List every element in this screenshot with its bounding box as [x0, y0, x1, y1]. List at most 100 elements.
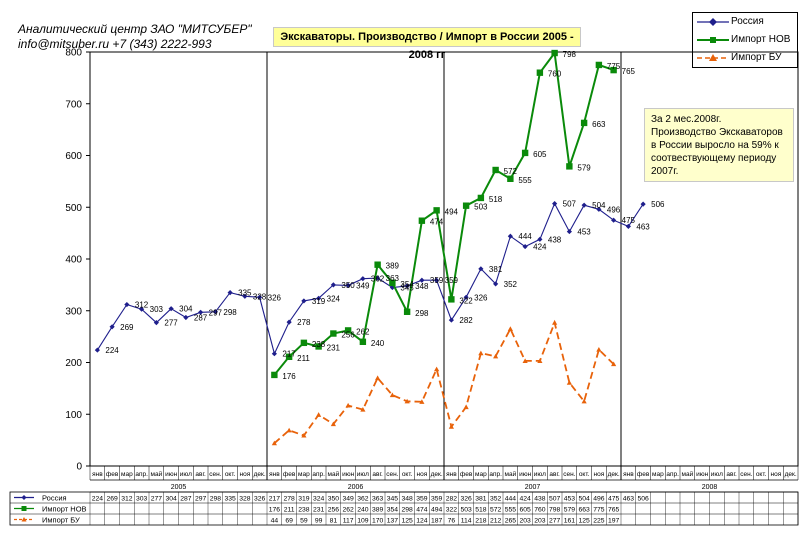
- data-table-cell: 765: [608, 507, 620, 514]
- data-point-import-new: [492, 166, 499, 174]
- data-table-cell: 298: [401, 507, 413, 514]
- data-table-cell: 297: [195, 496, 207, 503]
- data-table-cell: 463: [623, 496, 635, 503]
- data-label-import-new: 354: [400, 280, 414, 289]
- data-table-cell: 225: [593, 518, 605, 525]
- data-table-cell: 265: [505, 518, 517, 525]
- x-tick-label: ноя: [771, 471, 782, 478]
- data-table-cell: 76: [448, 518, 456, 525]
- x-tick-label: янв: [92, 471, 103, 478]
- data-point-russia: [183, 314, 189, 321]
- data-table-cell: 335: [224, 496, 236, 503]
- data-point-russia: [478, 266, 484, 272]
- x-tick-label: июн: [519, 471, 532, 478]
- data-label-import-new: 579: [577, 163, 591, 172]
- data-label-russia: 217: [282, 350, 296, 359]
- data-table-cell: 287: [180, 496, 192, 503]
- data-table-cell: 444: [505, 496, 517, 503]
- data-label-import-new: 298: [415, 309, 429, 318]
- data-point-russia: [493, 281, 499, 287]
- data-table-cell: 69: [285, 518, 293, 525]
- y-tick-label: 800: [65, 48, 82, 59]
- x-tick-label: дек.: [608, 471, 620, 478]
- data-point-import-used: [611, 361, 617, 367]
- data-point-import-new: [315, 343, 322, 350]
- data-table-cell: 319: [298, 496, 310, 503]
- data-point-russia: [153, 320, 159, 326]
- y-tick-label: 700: [65, 99, 82, 110]
- data-table-cell: 798: [549, 507, 561, 514]
- data-table-cell: 304: [165, 496, 177, 503]
- data-label-russia: 328: [253, 292, 267, 301]
- data-point-russia: [109, 324, 115, 330]
- data-table-series-marker: [21, 506, 27, 511]
- data-table-cell: 363: [372, 496, 384, 503]
- data-label-import-new: 240: [371, 339, 385, 348]
- data-point-import-used: [286, 427, 292, 433]
- data-point-import-new: [507, 175, 514, 182]
- x-tick-label: мар: [475, 471, 487, 478]
- data-label-import-new: 176: [282, 372, 296, 381]
- x-tick-label: ноя: [594, 471, 605, 478]
- data-table-cell: 125: [578, 518, 590, 525]
- data-table-cell: 256: [328, 507, 340, 514]
- data-label-russia: 326: [474, 293, 488, 302]
- data-table-cell: 663: [578, 507, 590, 514]
- legend-label-russia: Россия: [731, 16, 764, 27]
- data-label-russia: 453: [577, 228, 591, 237]
- x-tick-label: сен.: [386, 471, 398, 478]
- data-point-russia: [227, 290, 233, 296]
- x-tick-label: фев: [637, 471, 650, 478]
- x-tick-label: фев: [283, 471, 296, 478]
- data-point-russia: [625, 223, 631, 229]
- x-tick-label: янв: [446, 471, 457, 478]
- data-point-import-new: [359, 338, 367, 345]
- data-table-cell: 187: [431, 518, 443, 525]
- x-tick-label: окт.: [225, 471, 236, 478]
- x-tick-label: сен.: [563, 471, 575, 478]
- data-table-cell: 44: [271, 518, 279, 525]
- x-tick-label: авг.: [549, 471, 560, 478]
- data-label-russia: 335: [238, 289, 252, 298]
- data-point-russia: [212, 309, 218, 315]
- data-point-import-used: [448, 424, 454, 429]
- data-label-russia: 463: [636, 222, 650, 231]
- data-point-import-used: [404, 398, 410, 404]
- data-table-cell: 359: [416, 496, 428, 503]
- year-label: 2006: [348, 484, 364, 491]
- legend-label-import-used: Импорт БУ: [731, 52, 782, 63]
- data-label-import-new: 256: [341, 331, 355, 340]
- data-label-russia: 507: [563, 200, 577, 209]
- data-table-cell: 345: [387, 496, 399, 503]
- data-label-russia: 496: [607, 205, 621, 214]
- x-tick-label: апр.: [666, 471, 679, 478]
- data-table-cell: 203: [534, 518, 546, 525]
- x-tick-label: июн: [696, 471, 709, 478]
- x-tick-label: сен.: [209, 471, 221, 478]
- data-table-cell: 518: [475, 507, 487, 514]
- data-point-russia: [463, 294, 469, 300]
- data-table-cell: 224: [92, 496, 104, 503]
- x-tick-label: мар: [652, 471, 664, 478]
- data-point-russia: [537, 236, 543, 242]
- data-table-cell: 277: [151, 496, 163, 503]
- year-label: 2005: [171, 484, 187, 491]
- data-point-russia: [94, 347, 100, 353]
- data-point-import-used: [552, 320, 558, 325]
- x-tick-label: июн: [165, 471, 178, 478]
- data-label-import-new: 775: [607, 62, 621, 71]
- data-table-cell: 125: [401, 518, 413, 525]
- data-label-russia: 345: [400, 283, 414, 292]
- data-label-russia: 350: [341, 281, 355, 290]
- data-table-cell: 124: [416, 518, 428, 525]
- data-label-import-new: 494: [445, 207, 459, 216]
- x-tick-label: янв: [623, 471, 634, 478]
- data-point-import-new: [610, 66, 617, 74]
- data-label-russia: 359: [445, 276, 459, 285]
- data-table-cell: 503: [460, 507, 472, 514]
- data-point-import-new: [374, 261, 381, 268]
- data-table-series-label: Импорт НОВ: [42, 505, 87, 514]
- data-table-cell: 81: [330, 518, 338, 525]
- x-tick-label: апр.: [135, 471, 148, 478]
